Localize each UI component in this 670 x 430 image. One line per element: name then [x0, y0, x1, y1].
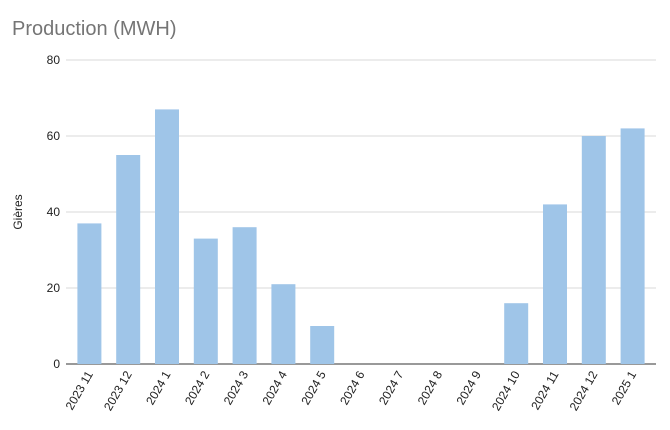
x-axis-ticks: 2023 11 2023 12 2024 1 2024 2 2024 3 2024 4 20…	[63, 368, 640, 413]
x-tick-label: 2024 3	[221, 368, 252, 407]
x-tick-label: 2024 4	[260, 368, 291, 407]
y-tick-label: 40	[47, 205, 61, 219]
x-tick-label: 2024 11	[528, 368, 562, 412]
x-tick-label: 2023 11	[63, 368, 97, 412]
x-tick-label: 2024 8	[415, 368, 446, 407]
x-tick-label: 2024 7	[376, 368, 407, 407]
y-tick-label: 20	[47, 281, 61, 295]
bar	[116, 155, 141, 364]
y-tick-label: 80	[47, 53, 61, 67]
bar	[155, 109, 179, 365]
gridlines	[66, 59, 656, 365]
bar	[271, 284, 296, 364]
bars	[77, 109, 645, 365]
bar	[310, 326, 335, 364]
x-tick-label: 2025 1	[609, 368, 640, 407]
chart-title: Production (MWH)	[12, 18, 177, 40]
x-tick-label: 2024 9	[454, 368, 485, 407]
x-tick-label: 2024 10	[489, 368, 523, 413]
bar	[232, 227, 257, 364]
bar	[620, 128, 645, 364]
y-axis-label: Gières	[11, 194, 25, 229]
x-tick-label: 2024 6	[337, 368, 368, 407]
x-tick-label: 2024 5	[298, 368, 329, 407]
bar	[504, 303, 529, 364]
y-axis-ticks: 0 20 40 60 80	[47, 53, 61, 371]
bar	[77, 223, 102, 364]
y-tick-label: 0	[53, 357, 60, 371]
x-tick-label: 2024 2	[182, 368, 213, 407]
x-tick-label: 2024 1	[143, 368, 174, 407]
bar	[193, 238, 218, 364]
x-tick-label: 2024 12	[567, 368, 601, 413]
bar	[543, 204, 567, 364]
x-tick-label: 2023 12	[101, 368, 135, 413]
y-tick-label: 60	[47, 129, 61, 143]
bar	[581, 136, 606, 364]
